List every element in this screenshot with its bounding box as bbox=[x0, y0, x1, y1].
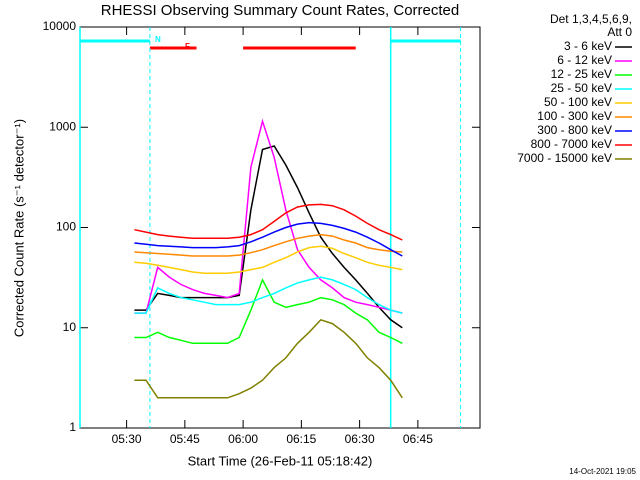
footer: 14-Oct-2021 19:05 bbox=[569, 467, 636, 476]
plot-frame bbox=[79, 26, 481, 429]
x-tick-label: 05:30 bbox=[112, 432, 142, 446]
flag-label: N bbox=[155, 35, 161, 44]
y-tick-label: 100 bbox=[56, 220, 76, 234]
x-tick-label: 06:45 bbox=[403, 432, 433, 446]
series-line bbox=[134, 203, 403, 241]
series-line bbox=[134, 318, 403, 399]
y-tick-label: 10 bbox=[63, 320, 77, 334]
series-line bbox=[134, 233, 403, 257]
x-tick-label: 06:30 bbox=[345, 432, 375, 446]
legend-label: 100 - 300 keV bbox=[537, 109, 612, 123]
y-axis-label: Corrected Count Rate (s⁻¹ detector⁻¹) bbox=[11, 119, 26, 337]
x-tick-label: 06:15 bbox=[286, 432, 316, 446]
y-tick-label: 1 bbox=[69, 420, 76, 434]
chart-title: RHESSI Observing Summary Count Rates, Co… bbox=[101, 2, 459, 19]
series-line bbox=[134, 221, 403, 257]
y-tick-label: 10000 bbox=[43, 19, 77, 33]
legend-label: 300 - 800 keV bbox=[537, 123, 612, 137]
legend-title: Det 1,3,4,5,6,9, bbox=[550, 12, 632, 26]
series-line bbox=[134, 278, 403, 345]
legend-label: 12 - 25 keV bbox=[551, 67, 612, 81]
legend-label: 3 - 6 keV bbox=[564, 39, 612, 53]
x-axis-label: Start Time (26-Feb-11 05:18:42) bbox=[188, 453, 373, 468]
series-line bbox=[134, 276, 403, 314]
legend-title: Att 0 bbox=[607, 25, 632, 39]
legend-label: 6 - 12 keV bbox=[557, 53, 612, 67]
series-line bbox=[134, 118, 403, 314]
x-tick-label: 05:45 bbox=[170, 432, 200, 446]
y-tick-label: 1000 bbox=[49, 119, 76, 133]
legend-label: 50 - 100 keV bbox=[544, 95, 612, 109]
series-line bbox=[134, 245, 403, 274]
legend-label: 25 - 50 keV bbox=[551, 81, 612, 95]
legend-label: 800 - 7000 keV bbox=[531, 137, 612, 151]
flag-label: F bbox=[185, 42, 190, 51]
x-tick-label: 06:00 bbox=[228, 432, 258, 446]
legend-label: 7000 - 15000 keV bbox=[517, 151, 612, 165]
